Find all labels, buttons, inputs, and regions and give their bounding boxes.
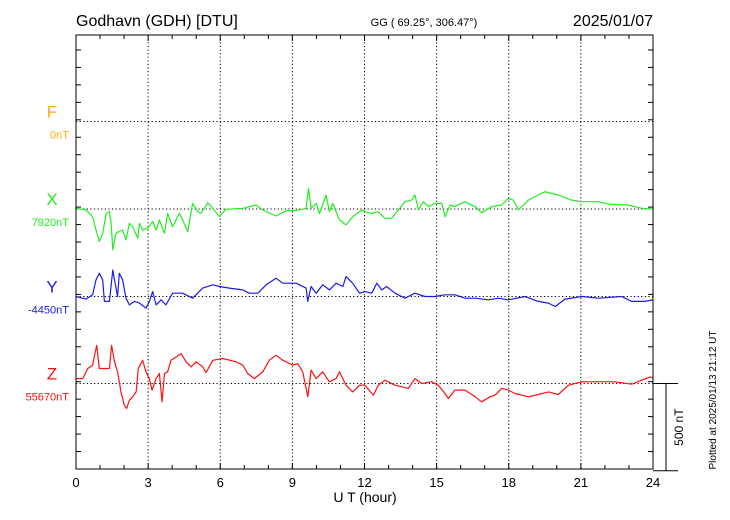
traces (75, 187, 654, 410)
x-axis-label: U T (hour) (333, 489, 396, 505)
component-labels: F 0nT X 7920nT Y -4450nT Z 55670nT (26, 103, 70, 404)
x-tick-label: 21 (574, 475, 588, 490)
x-tick-label: 15 (429, 475, 443, 490)
station-coordinates: GG ( 69.25°, 306.47°) (371, 17, 478, 29)
trace-x (75, 187, 654, 251)
plot-date: 2025/01/07 (573, 13, 653, 30)
x-tick-labels: 0 3 6 9 12 15 18 21 24 (72, 475, 660, 490)
x-tick-label: 12 (357, 475, 371, 490)
baseline-value-x: 7920nT (32, 217, 70, 229)
x-tick-label: 9 (289, 475, 296, 490)
baseline-value-y: -4450nT (28, 305, 69, 317)
component-label-y: Y (46, 278, 57, 297)
baseline-value-f: 0nT (50, 130, 69, 142)
component-label-z: Z (47, 365, 57, 384)
scale-bar-label: 500 nT (672, 408, 686, 446)
x-tick-label: 24 (646, 475, 660, 490)
scale-bar: 500 nT (653, 383, 686, 472)
baseline-value-z: 55670nT (26, 392, 70, 404)
plot-frame (75, 34, 654, 470)
grid (76, 35, 653, 469)
station-title: Godhavn (GDH) [DTU] (76, 13, 238, 30)
x-tick-label: 18 (502, 475, 516, 490)
trace-z (76, 344, 654, 410)
x-tick-label: 3 (145, 475, 152, 490)
plotted-timestamp: Plotted at 2025/01/13 21:12 UT (708, 331, 719, 470)
x-tick-label: 0 (72, 475, 79, 490)
x-tick-label: 6 (217, 475, 224, 490)
axis-ticks (75, 35, 654, 470)
component-label-x: X (46, 190, 57, 209)
component-label-f: F (47, 103, 57, 122)
trace-y (75, 269, 654, 309)
